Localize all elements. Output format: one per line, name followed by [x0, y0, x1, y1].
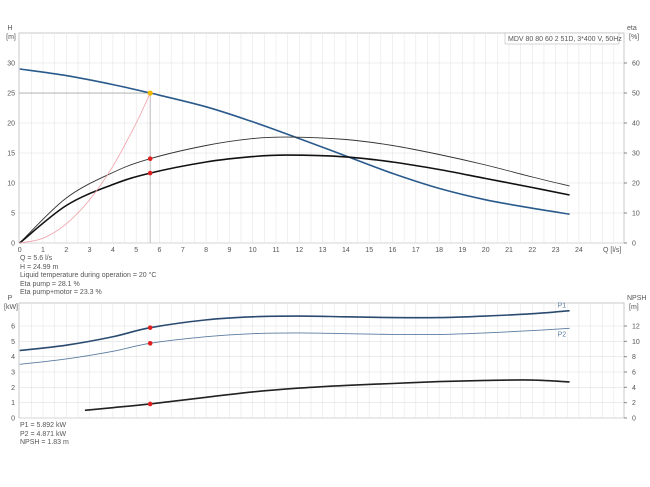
- x-tick-label: 7: [181, 247, 185, 254]
- y-tick-label: 1: [11, 400, 15, 407]
- p2-label: P2: [558, 331, 567, 338]
- x-tick-label: 17: [412, 247, 420, 254]
- y-tick-label: 5: [11, 211, 15, 218]
- y-axis-title: H: [7, 25, 12, 32]
- series-p2: [19, 327, 570, 365]
- x-tick-label: 19: [459, 247, 467, 254]
- x-tick-label: 20: [482, 247, 490, 254]
- x-tick-label: 16: [389, 247, 397, 254]
- y2-axis-unit: [%]: [629, 34, 639, 41]
- y-tick-label: 0: [11, 241, 15, 248]
- series-eta-pump-motor: [19, 154, 570, 244]
- p1-label: P1: [558, 303, 567, 310]
- x-tick-label: 0: [18, 247, 22, 254]
- y-tick-label: 15: [7, 151, 15, 158]
- info-h: H = 24.99 m: [20, 263, 59, 271]
- y-tick-label: 5: [11, 339, 15, 346]
- y-tick-label: 20: [7, 121, 15, 128]
- y2-tick-label: 10: [632, 339, 640, 346]
- x-tick-label: 21: [505, 247, 513, 254]
- series-eta-pump: [19, 136, 570, 244]
- x-tick-label: 10: [249, 247, 257, 254]
- series-p1: [19, 309, 570, 352]
- y2-tick-label: 20: [632, 181, 640, 188]
- x-tick-label: 1: [41, 247, 45, 254]
- series-system-curve: [19, 92, 151, 244]
- y2-tick-label: 40: [632, 121, 640, 128]
- y2-tick-label: 0: [632, 416, 636, 423]
- x-tick-label: 4: [111, 247, 115, 254]
- series-h: [19, 68, 570, 215]
- y2-axis-unit: [m]: [629, 304, 639, 311]
- series-npsh: [84, 379, 570, 412]
- x-tick-label: 13: [319, 247, 327, 254]
- title-box: [504, 32, 620, 45]
- y2-tick-label: 8: [632, 354, 636, 361]
- y-tick-label: 10: [7, 181, 15, 188]
- y-tick-label: 6: [11, 324, 15, 331]
- operating-point-eta-total: [147, 170, 153, 176]
- y-axis-unit: [m]: [6, 34, 16, 41]
- operating-point-h: [147, 90, 153, 96]
- x-tick-label: 22: [528, 247, 536, 254]
- y-tick-label: 4: [11, 354, 15, 361]
- y2-tick-label: 60: [632, 61, 640, 68]
- operating-point-p2: [147, 341, 153, 346]
- info-q: Q = 5.6 l/s: [20, 255, 53, 262]
- info-eta-total: Eta pump+motor = 23.3 %: [20, 289, 102, 297]
- x-tick-label: 11: [272, 247, 279, 254]
- x-tick-label: 24: [575, 247, 583, 254]
- y-tick-label: 3: [11, 370, 15, 377]
- x-tick-label: 5: [134, 247, 138, 254]
- info-p2: P2 = 4.871 kW: [20, 430, 67, 438]
- x-tick-label: 8: [204, 247, 208, 254]
- x-tick-label: 2: [64, 247, 68, 254]
- y2-tick-label: 50: [632, 91, 640, 98]
- x-tick-label: 23: [552, 247, 560, 254]
- operating-point-info: Q = 5.6 l/s H = 24.99 m Liquid temperatu…: [20, 255, 156, 298]
- y2-tick-label: 12: [632, 324, 640, 331]
- y2-axis-title: eta: [627, 25, 637, 32]
- info-p1: P1 = 5.892 kW: [20, 422, 67, 429]
- y-axis-unit: [kW]: [4, 304, 18, 311]
- chart-title: MDV 80 80 60 2 51D, 3*400 V, 50Hz: [508, 36, 622, 43]
- y-tick-label: 30: [7, 61, 15, 68]
- info-npsh: NPSH = 1.83 m: [20, 439, 69, 447]
- y-tick-label: 2: [11, 385, 15, 392]
- x-tick-label: 14: [342, 247, 350, 254]
- operating-point-p1: [147, 325, 153, 330]
- y2-axis-title: NPSH: [627, 295, 646, 302]
- x-tick-label: 12: [295, 247, 303, 254]
- power-info: P1 = 5.892 kW P2 = 4.871 kW NPSH = 1.83 …: [20, 422, 69, 448]
- info-eta-pump: Eta pump = 28.1 %: [20, 280, 80, 288]
- x-tick-label: 9: [227, 247, 231, 254]
- y2-tick-label: 6: [632, 370, 636, 377]
- y2-tick-label: 4: [632, 385, 636, 392]
- y-tick-label: 25: [7, 91, 15, 98]
- info-temp: Liquid temperature during operation = 20…: [20, 272, 157, 280]
- x-tick-label: 15: [365, 247, 373, 254]
- operating-point-npsh: [147, 401, 153, 407]
- y2-tick-label: 30: [632, 151, 640, 158]
- x-tick-label: 18: [435, 247, 443, 254]
- x-tick-label: 6: [158, 247, 162, 254]
- y2-tick-label: 2: [632, 400, 636, 407]
- x-tick-label: 3: [88, 247, 92, 254]
- x-axis-title: Q [l/s]: [603, 247, 621, 254]
- y2-tick-label: 0: [632, 241, 636, 248]
- operating-point-eta-pump: [147, 156, 153, 161]
- y2-tick-label: 10: [632, 211, 640, 218]
- plot-area: [18, 302, 625, 419]
- y-axis-title: P: [8, 295, 13, 302]
- y-tick-label: 0: [11, 416, 15, 423]
